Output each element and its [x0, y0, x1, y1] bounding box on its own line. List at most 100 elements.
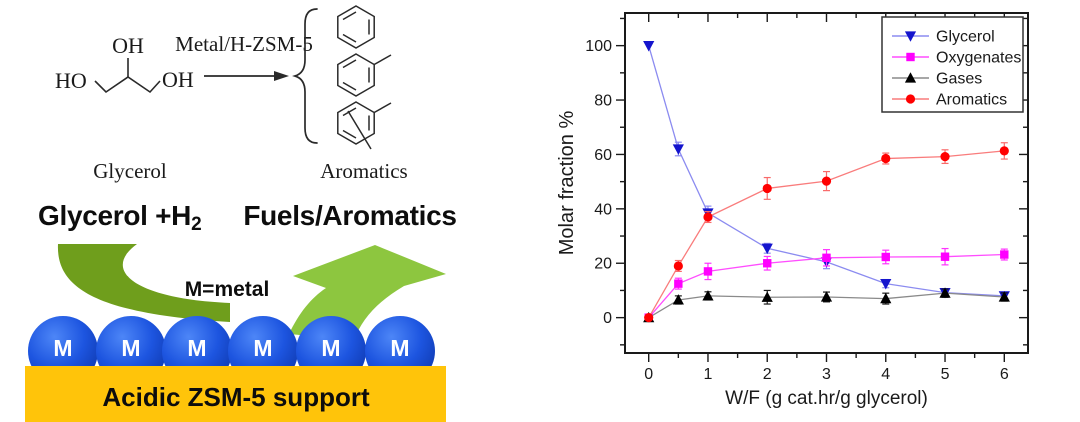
marker-square — [674, 279, 683, 288]
legend-item-glycerol: Glycerol — [892, 29, 995, 46]
hydroxyl-right-label: OH — [162, 67, 194, 92]
xylene-methyl-bond — [373, 102, 392, 114]
xylene-ring — [337, 101, 392, 150]
benzene-ring — [337, 5, 375, 49]
legend-item-gases: Gases — [892, 71, 982, 88]
reaction-scheme-svg: OH HO OH Metal/H-ZSM-5 — [25, 5, 457, 422]
series-gases — [643, 287, 1010, 323]
marker-circle — [905, 94, 916, 104]
toluene-methyl-bond — [373, 54, 392, 66]
y-axis-tick-labels: 0 20 40 60 80 100 — [585, 38, 612, 327]
catalyst-label: Metal/H-ZSM-5 — [175, 32, 313, 56]
marker-square — [881, 252, 890, 262]
metal-sphere-label: M — [390, 335, 409, 361]
marker-triangle-up — [761, 291, 773, 302]
marker-triangle-down — [672, 144, 684, 155]
x-axis-title: W/F (g cat.hr/g glycerol) — [725, 388, 928, 409]
x-tick-label: 0 — [644, 366, 653, 383]
glycerol-name-label: Glycerol — [93, 159, 167, 183]
marker-circle — [673, 261, 683, 271]
marker-circle — [881, 153, 891, 164]
legend-box — [881, 16, 1024, 113]
marker-square — [940, 252, 950, 261]
marker-circle — [999, 146, 1009, 156]
metal-note-label: M=metal — [185, 278, 270, 301]
marker-triangle-up — [702, 290, 714, 301]
products-brace — [292, 8, 318, 144]
marker-triangle-up — [672, 294, 684, 305]
feed-down-arrow — [57, 244, 230, 322]
metal-sphere-label: M — [121, 335, 140, 361]
legend-label: Oxygenates — [936, 50, 1021, 67]
legend-item-aromatics: Aromatics — [892, 92, 1007, 109]
x-tick-label: 2 — [763, 366, 772, 383]
marker-circle — [703, 212, 713, 222]
support-bar — [25, 366, 446, 422]
glycerol-structure: OH HO OH — [55, 33, 194, 94]
metal-sphere-label: M — [321, 335, 340, 361]
legend-item-oxygenates: Oxygenates — [892, 50, 1021, 67]
metal-sphere-label: M — [53, 335, 72, 361]
reaction-arrow-head — [274, 71, 289, 81]
marker-triangle-up — [939, 287, 951, 298]
marker-triangle-down — [761, 243, 773, 255]
marker-square — [1000, 250, 1009, 259]
products-bold-label: Fuels/Aromatics — [243, 200, 456, 231]
series-line — [648, 292, 1005, 319]
marker-triangle-up — [820, 291, 833, 302]
series-line — [648, 150, 1005, 318]
legend: Glycerol Oxygenates Gases Aromatics — [881, 16, 1024, 113]
series-line — [648, 45, 1005, 297]
xylene-variable-position-bond — [347, 110, 372, 150]
series-oxygenates — [644, 247, 1009, 322]
metal-sphere-labels: M M M M M M — [53, 335, 409, 361]
y-tick-label: 0 — [603, 310, 612, 327]
x-tick-label: 5 — [941, 366, 950, 383]
reactants-bold-label: Glycerol +H2 — [38, 200, 201, 235]
y-tick-label: 20 — [594, 256, 612, 273]
y-axis-title: Molar fraction % — [556, 111, 578, 256]
marker-circle — [644, 313, 654, 323]
legend-label: Aromatics — [936, 92, 1007, 109]
marker-square — [763, 259, 772, 268]
series-line — [648, 253, 1005, 319]
y-tick-label: 100 — [585, 38, 612, 55]
marker-square — [822, 253, 831, 262]
hydroxyl-top-label: OH — [112, 33, 144, 58]
marker-circle — [821, 176, 832, 186]
metal-sphere-label: M — [253, 335, 272, 361]
marker-triangle-down — [643, 41, 655, 52]
support-label: Acidic ZSM-5 support — [102, 382, 370, 412]
glycerol-skeleton-bonds — [94, 76, 161, 94]
legend-label: Glycerol — [936, 29, 995, 46]
series-aromatics — [644, 142, 1009, 323]
chart-axes-ticks — [616, 13, 1028, 362]
x-tick-label: 6 — [1000, 366, 1009, 383]
marker-triangle-up — [904, 72, 917, 83]
reactants-bold-main: Glycerol +H — [38, 200, 191, 231]
legend-label: Gases — [936, 71, 982, 88]
x-axis-tick-labels: 0 1 2 3 4 5 6 — [644, 366, 1009, 383]
y-tick-label: 80 — [594, 93, 612, 110]
marker-triangle-down — [904, 31, 917, 42]
reaction-scheme-panel: OH HO OH Metal/H-ZSM-5 — [25, 5, 457, 422]
y-tick-label: 60 — [594, 147, 612, 164]
y-tick-label: 40 — [594, 201, 612, 218]
x-tick-label: 4 — [881, 366, 890, 383]
marker-square — [703, 267, 713, 276]
aromatics-name-label: Aromatics — [320, 159, 407, 183]
chart-panel: 0 1 2 3 4 5 6 0 20 40 60 80 100 W/F (g cat.hr/g glyce… — [540, 0, 1080, 422]
marker-triangle-up — [880, 292, 892, 304]
toluene-ring — [337, 53, 392, 97]
x-tick-label: 1 — [704, 366, 713, 383]
marker-circle — [762, 183, 772, 194]
metal-sphere-label: M — [187, 335, 206, 361]
reactants-subscript: 2 — [191, 214, 201, 235]
marker-square — [906, 52, 915, 62]
hydroxyl-left-label: HO — [55, 68, 87, 93]
reaction-arrow — [204, 71, 289, 81]
marker-circle — [940, 152, 950, 162]
marker-triangle-down — [880, 279, 892, 290]
